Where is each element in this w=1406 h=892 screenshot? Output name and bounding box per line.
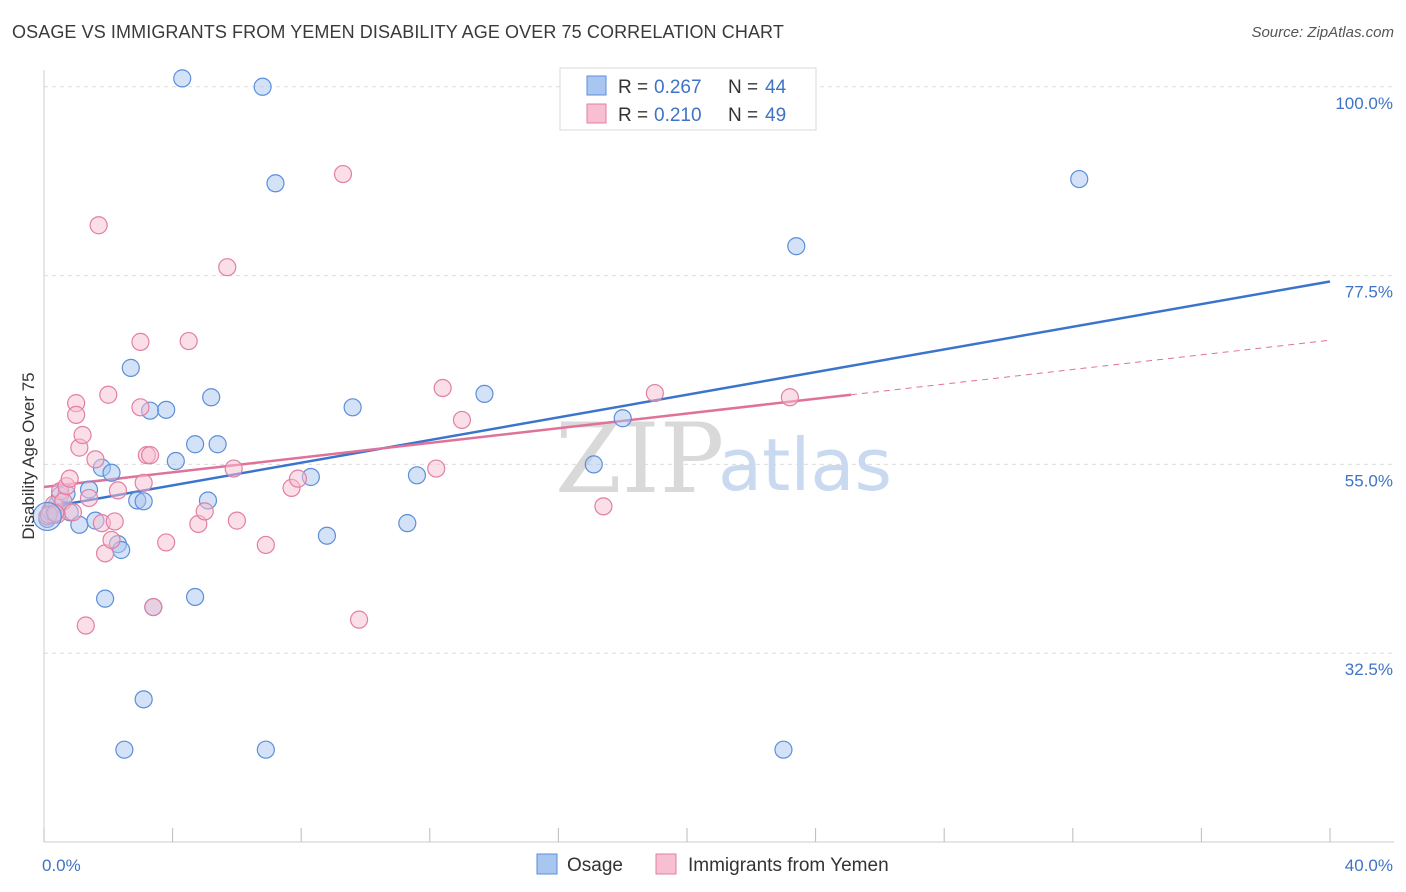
osage-point xyxy=(157,400,176,419)
yemen-point xyxy=(105,512,124,531)
yemen-point xyxy=(60,469,79,488)
osage-point xyxy=(475,384,494,404)
osage-point xyxy=(407,466,427,485)
yemen-point xyxy=(227,511,246,530)
yemen-point xyxy=(144,597,163,617)
osage-point xyxy=(398,514,417,533)
yemen-point xyxy=(288,469,308,488)
watermark-atlas: atlas xyxy=(718,423,892,507)
osage-point xyxy=(774,740,793,759)
y-tick-label: 32.5% xyxy=(1345,660,1393,679)
osage-point xyxy=(613,409,632,428)
osage-point xyxy=(173,69,192,88)
x-tick-label: 0.0% xyxy=(42,856,81,875)
yemen-point xyxy=(780,388,799,407)
yemen-point xyxy=(452,410,472,430)
legend-n-value: 44 xyxy=(765,77,787,98)
osage-point xyxy=(266,174,285,193)
bottom-legend-swatch xyxy=(655,853,677,875)
osage-cluster-point xyxy=(32,501,62,532)
osage-trend-line xyxy=(43,280,1331,510)
yemen-point xyxy=(79,488,99,508)
yemen-point xyxy=(76,616,95,635)
osage-point xyxy=(343,398,362,417)
watermark-zip: ZIP xyxy=(555,403,724,515)
chart-title: OSAGE VS IMMIGRANTS FROM YEMEN DISABILIT… xyxy=(12,22,784,42)
osage-point xyxy=(134,492,153,511)
legend-swatch xyxy=(586,103,607,124)
yemen-point xyxy=(427,459,446,478)
yemen-point xyxy=(134,473,153,492)
legend-r-label: R = xyxy=(618,105,648,126)
yemen-point xyxy=(73,425,92,445)
yemen-point xyxy=(224,459,243,478)
osage-point xyxy=(186,435,205,454)
yemen-point xyxy=(131,332,150,351)
tick-labels: 100.0% 77.5% 55.0% 32.5% 0.0% 40.0% Disability… xyxy=(19,94,1393,875)
legend-n-label: N = xyxy=(728,77,758,98)
osage-point xyxy=(102,463,121,482)
osage-point xyxy=(584,455,603,474)
yemen-point xyxy=(645,383,664,403)
osage-point xyxy=(256,740,275,759)
osage-point xyxy=(134,690,153,709)
yemen-point xyxy=(131,398,150,417)
chart-source: Source: ZipAtlas.com xyxy=(1251,24,1394,41)
y-tick-label: 55.0% xyxy=(1345,471,1393,490)
osage-point xyxy=(121,358,140,377)
x-tick-label: 40.0% xyxy=(1345,856,1393,875)
y-tick-label: 100.0% xyxy=(1335,94,1393,113)
osage-point xyxy=(115,740,134,759)
y-axis-title: Disability Age Over 75 xyxy=(19,372,38,539)
y-tick-label: 77.5% xyxy=(1345,283,1393,302)
yemen-point xyxy=(333,164,353,184)
osage-point xyxy=(787,237,806,256)
osage-point xyxy=(202,388,221,407)
yemen-point xyxy=(67,405,86,424)
osage-point xyxy=(186,587,205,607)
yemen-point xyxy=(157,533,176,552)
bottom-legend: Osage Immigrants from Yemen xyxy=(536,853,889,876)
bottom-legend-label: Immigrants from Yemen xyxy=(688,855,889,876)
yemen-point xyxy=(99,385,118,404)
legend-r-value: 0.267 xyxy=(654,77,702,98)
yemen-point xyxy=(218,258,237,277)
yemen-point xyxy=(89,216,108,235)
yemen-point xyxy=(594,497,613,516)
osage-point xyxy=(95,589,115,608)
osage-point xyxy=(208,435,227,454)
yemen-point xyxy=(86,450,105,469)
yemen-point xyxy=(63,503,83,522)
yemen-point xyxy=(195,502,214,521)
yemen-trend-line xyxy=(43,393,852,489)
osage-point xyxy=(253,77,272,96)
yemen-trend-extension xyxy=(850,339,1331,396)
osage-point xyxy=(317,526,337,545)
legend-swatch xyxy=(586,75,607,96)
yemen-point xyxy=(102,530,121,550)
osage-point xyxy=(166,451,185,471)
data-points xyxy=(32,69,1089,759)
bottom-legend-swatch xyxy=(536,853,558,875)
yemen-point xyxy=(140,446,160,465)
yemen-point xyxy=(433,378,452,398)
yemen-point xyxy=(179,331,198,351)
yemen-point xyxy=(349,610,369,629)
yemen-point xyxy=(256,535,275,555)
osage-point xyxy=(1070,169,1089,189)
trend-lines xyxy=(43,280,1331,510)
grid-lines xyxy=(44,86,1394,654)
yemen-point xyxy=(108,481,128,500)
axes xyxy=(43,70,1394,843)
legend-r-label: R = xyxy=(618,77,648,98)
legend-r-value: 0.210 xyxy=(654,105,702,126)
legend-box: R = 0.267 N = 44 R = 0.210 N = 49 xyxy=(559,67,817,131)
legend-n-value: 49 xyxy=(765,105,786,126)
legend-n-label: N = xyxy=(728,105,758,126)
bottom-legend-label: Osage xyxy=(567,855,623,876)
